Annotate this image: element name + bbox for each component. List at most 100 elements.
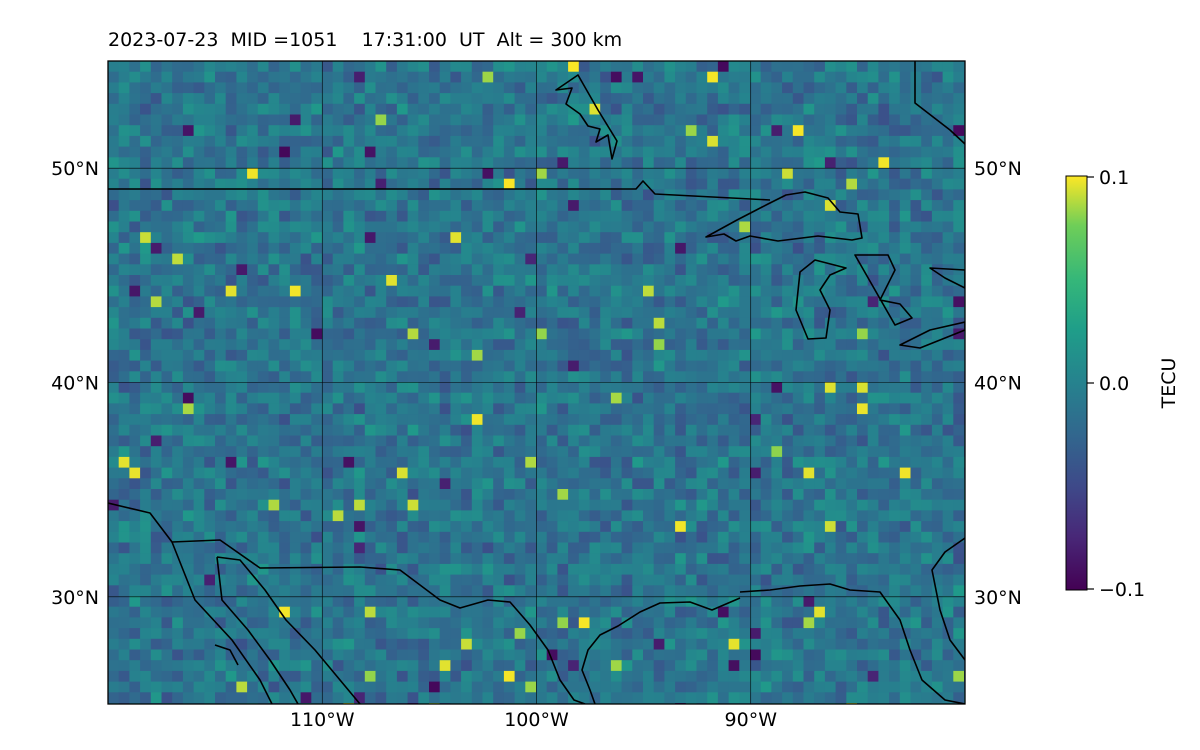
tec-cell: [396, 628, 408, 640]
tec-cell: [942, 521, 954, 533]
tec-cell: [685, 178, 697, 190]
tec-cell: [257, 296, 269, 308]
tec-cell: [300, 135, 312, 147]
tec-cell: [364, 168, 376, 180]
tec-cell: [289, 681, 301, 693]
tec-cell: [140, 574, 152, 586]
tec-cell: [450, 264, 462, 276]
tec-cell: [536, 521, 548, 533]
tec-cell: [300, 61, 312, 73]
tec-cell: [653, 371, 665, 383]
tec-cell: [653, 382, 665, 394]
tec-cell: [942, 168, 954, 180]
tec-cell: [461, 253, 473, 265]
tec-cell: [525, 499, 537, 511]
tec-cell: [578, 189, 590, 201]
tec-cell: [140, 168, 152, 180]
tec-cell: [332, 307, 344, 319]
tec-cell: [964, 339, 965, 351]
tec-cell: [610, 617, 622, 629]
tec-cell: [632, 649, 644, 661]
tec-cell: [439, 478, 451, 490]
tec-cell: [803, 681, 815, 693]
tec-cell: [332, 125, 344, 137]
tec-cell: [921, 542, 933, 554]
tec-cell: [803, 242, 815, 254]
tec-cell: [814, 178, 826, 190]
tec-cell: [782, 446, 794, 458]
tec-cell: [610, 382, 622, 394]
tec-cell: [964, 553, 965, 565]
tec-cell: [236, 553, 248, 565]
tec-cell: [739, 253, 751, 265]
tec-cell: [236, 264, 248, 276]
tec-cell: [739, 596, 751, 608]
tec-cell: [814, 670, 826, 682]
tec-cell: [610, 189, 622, 201]
tec-cell: [621, 168, 633, 180]
tec-cell: [503, 563, 515, 575]
tec-cell: [354, 349, 366, 361]
tec-cell: [557, 285, 569, 297]
tec-cell: [268, 489, 280, 501]
tec-cell: [182, 210, 194, 222]
tec-cell: [279, 553, 291, 565]
tec-cell: [610, 392, 622, 404]
tec-cell: [108, 435, 120, 447]
tec-cell: [557, 478, 569, 490]
tec-cell: [482, 628, 494, 640]
tec-cell: [471, 349, 483, 361]
tec-cell: [418, 617, 430, 629]
tec-cell: [289, 467, 301, 479]
tec-cell: [696, 189, 708, 201]
tec-cell: [503, 382, 515, 394]
tec-cell: [204, 660, 216, 672]
tec-cell: [514, 146, 526, 158]
tec-cell: [514, 510, 526, 522]
tec-cell: [364, 114, 376, 126]
tec-cell: [289, 125, 301, 137]
tec-cell: [546, 210, 558, 222]
tec-cell: [386, 649, 398, 661]
tec-cell: [461, 349, 473, 361]
tec-cell: [899, 617, 911, 629]
tec-cell: [910, 317, 922, 329]
tec-cell: [129, 435, 141, 447]
tec-cell: [343, 435, 355, 447]
tec-cell: [824, 285, 836, 297]
tec-cell: [386, 275, 398, 287]
tec-cell: [247, 660, 259, 672]
tec-cell: [707, 328, 719, 340]
tec-cell: [461, 510, 473, 522]
tec-cell: [407, 596, 419, 608]
tec-cell: [953, 692, 965, 704]
tec-cell: [343, 692, 355, 704]
tec-cell: [632, 296, 644, 308]
tec-cell: [172, 542, 184, 554]
tec-cell: [204, 382, 216, 394]
tec-cell: [814, 114, 826, 126]
tec-cell: [589, 510, 601, 522]
tec-cell: [225, 296, 237, 308]
tec-cell: [215, 317, 227, 329]
tec-cell: [728, 424, 740, 436]
tec-cell: [257, 221, 269, 233]
tec-cell: [632, 275, 644, 287]
tec-cell: [129, 499, 141, 511]
tec-cell: [396, 446, 408, 458]
tec-cell: [332, 478, 344, 490]
tec-cell: [675, 317, 687, 329]
tec-cell: [835, 446, 847, 458]
tec-cell: [803, 542, 815, 554]
tec-cell: [257, 692, 269, 704]
tec-cell: [857, 670, 869, 682]
tec-cell: [931, 125, 943, 137]
tec-cell: [589, 585, 601, 597]
tec-cell: [140, 135, 152, 147]
tec-cell: [739, 489, 751, 501]
tec-cell: [803, 221, 815, 233]
tec-cell: [835, 563, 847, 575]
tec-cell: [568, 521, 580, 533]
tec-cell: [878, 93, 890, 105]
tec-cell: [322, 61, 334, 73]
